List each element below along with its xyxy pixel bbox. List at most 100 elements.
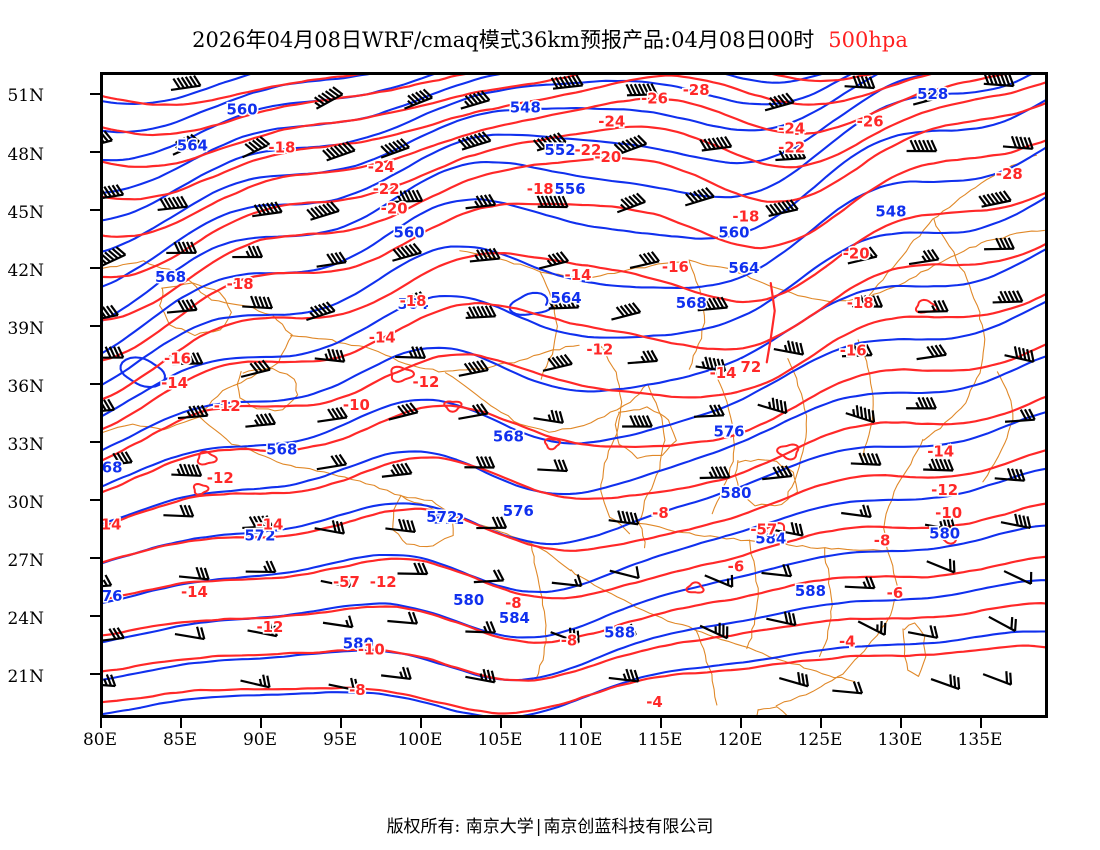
wind-barb-full [177,300,186,312]
wind-barb-full [645,415,653,427]
wind-barb-full [550,77,559,89]
wind-barb-full [1030,349,1035,363]
wind-barb-full [978,195,988,207]
y-axis-tick [90,673,100,675]
wind-barb-full [327,348,333,361]
temperature-contour-closed [443,400,463,413]
wind-barb-full [1019,136,1026,149]
wind-barb-full [933,86,943,98]
wind-barb [465,193,497,210]
wind-barb-full [476,305,484,318]
wind-barb-full [187,504,195,517]
wind-barb-full [785,92,795,104]
wind-barb [381,462,413,478]
wind-barb-full [536,195,544,208]
wind-barb-full [555,355,565,367]
wind-barb-full [617,141,628,152]
wind-barb-full [710,466,718,479]
wind-barb-full [561,459,569,472]
wind-barb-full [650,349,659,362]
wind-barb-full [324,90,336,100]
y-axis-tick [90,383,100,385]
temperature-contour-label: -14 [927,442,954,460]
wind-barb [387,611,419,625]
wind-barb-full [561,195,569,208]
wind-barb-half [245,250,251,258]
wind-barb [611,302,642,321]
wind-barb-full [331,348,338,362]
wind-barb [328,677,359,692]
temperature-contour-label: -14 [256,516,283,534]
wind-barb-full [992,75,998,86]
wind-barb-full [926,345,935,358]
wind-barb-full [488,456,496,468]
wind-barb-full [775,398,780,411]
wind-barb-full [397,518,404,531]
wind-barb [457,131,492,151]
wind-barb-full [547,357,557,369]
wind-barb-full [769,203,779,215]
wind-barb-full [625,511,631,524]
wind-barb-full [199,567,206,580]
wind-barb-full [189,75,198,87]
wind-barb-full [615,306,626,318]
wind-barb-full [917,396,925,409]
wind-barb-full [867,295,875,307]
wind-barb-full [624,196,635,207]
wind-barb-full [1009,672,1013,685]
boundary-line [902,622,927,677]
wind-barb [465,305,497,320]
wind-barb [841,343,873,358]
wind-barb-full [556,132,567,143]
wind-barb-full [909,139,917,152]
wind-barb-full [330,201,340,212]
wind-barb-full [481,131,492,142]
boundary-line [688,259,706,370]
wind-barb-full [176,77,185,89]
wind-barb [542,353,573,372]
wind-barb [172,352,204,366]
wind-barb-full [175,140,186,151]
wind-barb-full [191,352,200,364]
wind-barb-full [350,677,355,690]
wind-barb [761,563,793,578]
x-axis-tick [980,718,982,728]
wind-barb-full [401,666,408,679]
wind-barb-full [786,147,794,160]
wind-barb-full [855,405,860,418]
wind-barb-full [557,195,565,208]
weather-map-plot-area[interactable]: 560 564 548 552 556 528 548 560 560 568 564 564 564 5… [100,72,1048,718]
temperature-contour-label: -16 [840,341,867,359]
wind-barb-full [103,130,113,142]
wind-barb-full [1010,468,1018,481]
wind-barb-full [941,299,949,312]
wind-barb-full [797,671,801,685]
wind-barb-full [457,138,468,149]
wind-barb-full [724,135,733,148]
wind-barb-full [631,302,642,313]
wind-barb [306,301,336,322]
wind-barb-full [500,516,508,529]
wind-barb [757,397,788,415]
temperature-contour-label: -14 [565,266,592,284]
temperature-contour-label: -4 [839,633,856,651]
wind-barb-full [551,297,559,309]
wind-barb-full [553,195,561,208]
wind-barb-full [497,569,505,581]
wind-barb-full [576,630,580,643]
wind-barb-full [567,296,576,309]
wind-barb-half [175,145,182,152]
wind-barb [242,135,271,159]
wind-barb-full [184,76,194,88]
temperature-contour [103,293,1045,462]
wind-barb [103,184,125,199]
footer-copyright: 版权所有: 南京大学 | 南京创蓝科技有限公司 [0,812,1100,837]
wind-barb-full [1017,347,1023,360]
wind-barb-full [714,466,723,479]
height-contour [103,99,1045,354]
wind-barb-full [629,137,640,148]
temperature-contour-label: -18 [847,294,874,312]
height-contour-label: 568 [266,440,297,458]
wind-barb-full [472,306,480,318]
wind-barb-full [633,669,640,682]
